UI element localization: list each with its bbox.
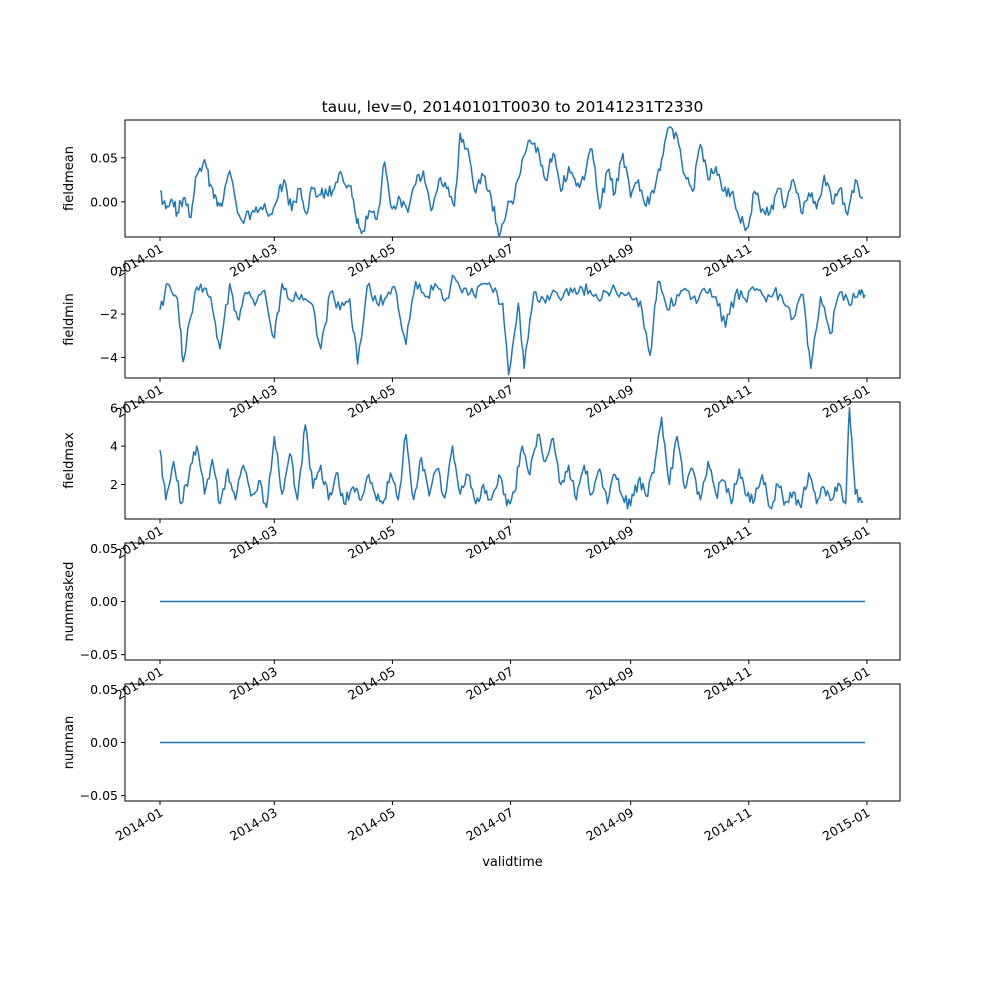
y-tick-label: 0.00 [90, 194, 118, 209]
chart-title: tauu, lev=0, 20140101T0030 to 20141231T2… [322, 98, 704, 116]
y-tick-label: 0.05 [90, 541, 118, 556]
y-axis-label-fieldmax: fieldmax [62, 432, 77, 489]
axes-frame-fieldmax [124, 401, 901, 520]
y-tick-label: 0 [110, 263, 118, 278]
y-tick-label: 4 [110, 439, 118, 454]
y-tick-label: 0.05 [90, 682, 118, 697]
y-tick-label: 2 [110, 477, 118, 492]
axes-frame-fieldmean [124, 119, 901, 238]
y-tick-label: 0.00 [90, 735, 118, 750]
y-tick-label: 0.00 [90, 594, 118, 609]
y-axis-label-nummasked: nummasked [62, 562, 77, 642]
y-tick-label: −4 [100, 350, 118, 365]
x-axis-label: validtime [482, 855, 543, 870]
series-line-fieldmean [159, 126, 864, 238]
y-axis-label-fieldmean: fieldmean [62, 146, 77, 211]
y-tick-label: −0.05 [80, 647, 118, 662]
y-tick-label: −2 [100, 307, 118, 322]
y-tick-label: 6 [110, 400, 118, 415]
y-axis-label-numnan: numnan [62, 716, 77, 770]
series-line-fieldmin [159, 274, 866, 376]
y-axis-label-fieldmin: fieldmin [62, 293, 77, 346]
series-line-fieldmax [159, 407, 864, 510]
y-tick-label: 0.05 [90, 150, 118, 165]
axes-frame-fieldmin [124, 260, 901, 379]
y-tick-label: −0.05 [80, 788, 118, 803]
